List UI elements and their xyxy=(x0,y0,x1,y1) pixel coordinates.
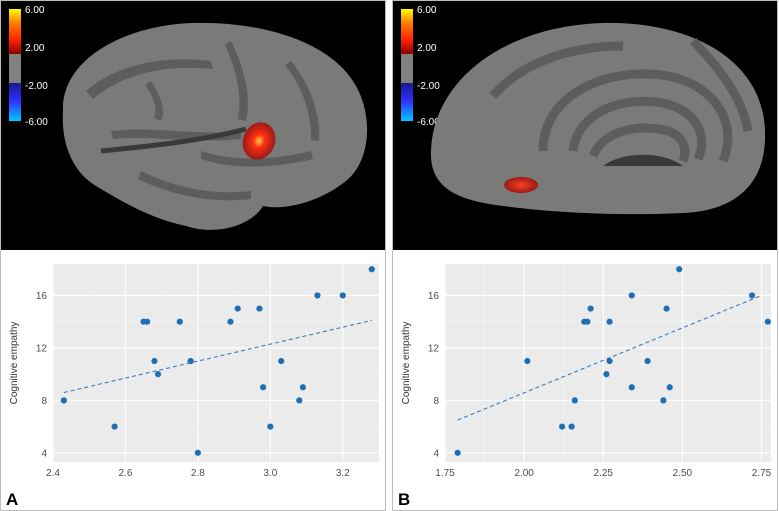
data-point xyxy=(234,305,241,312)
y-tick-label: 4 xyxy=(41,448,47,459)
data-point xyxy=(339,292,346,299)
data-point xyxy=(559,423,566,430)
x-tick-label: 3.2 xyxy=(336,468,350,479)
data-point xyxy=(299,384,307,391)
activation-cluster xyxy=(504,177,538,193)
y-tick-label: 12 xyxy=(36,343,48,354)
data-point xyxy=(194,449,201,456)
data-point xyxy=(663,305,670,312)
panel-a: 6.00 2.00 -2.00 -6.00 2.4 2.6 2.8 3.0 3.2 4 8 1… xyxy=(0,0,386,511)
data-point xyxy=(568,423,575,430)
cortex-surface xyxy=(430,22,766,215)
data-point xyxy=(584,318,591,325)
data-point xyxy=(606,318,613,325)
y-tick-label: 12 xyxy=(428,343,440,354)
x-tick-label: 2.25 xyxy=(594,468,614,479)
colorbar-label: -2.00 xyxy=(25,81,48,92)
data-point xyxy=(628,384,635,391)
x-tick-label: 2.4 xyxy=(46,468,60,479)
x-tick-label: 1.75 xyxy=(435,468,455,479)
colorbar-label: 6.00 xyxy=(417,5,437,16)
data-point xyxy=(606,357,613,365)
x-tick-label: 2.6 xyxy=(118,468,132,479)
data-point xyxy=(603,371,610,378)
data-point xyxy=(151,357,158,365)
data-point xyxy=(666,384,673,391)
data-point xyxy=(256,305,263,312)
data-point xyxy=(748,292,756,299)
brain-render-lateral: 6.00 2.00 -2.00 -6.00 xyxy=(1,1,385,250)
data-point xyxy=(296,397,303,404)
regression-line xyxy=(457,294,762,421)
data-point xyxy=(676,266,683,273)
data-point xyxy=(111,423,118,430)
data-point xyxy=(154,371,162,378)
y-axis-title: Cognitive empathy xyxy=(9,322,20,405)
activation-cluster xyxy=(242,122,276,160)
data-point xyxy=(587,305,594,312)
y-axis-title: Cognitive empathy xyxy=(401,322,412,405)
data-point xyxy=(764,318,771,325)
x-tick-label: 2.75 xyxy=(752,468,772,479)
panel-b: 6.00 2.00 -2.00 -6.00 1.75 2.00 2.25 2.50 2.… xyxy=(392,0,778,511)
panel-label-a: A xyxy=(6,490,19,509)
data-point xyxy=(644,357,651,365)
data-point xyxy=(454,449,461,456)
scatter-plot-a: 2.42.62.83.03.2481216Superior temporal c… xyxy=(9,264,379,479)
data-point xyxy=(259,384,267,391)
colorbar-label: 2.00 xyxy=(25,43,45,54)
data-point xyxy=(660,397,667,404)
scatter-plot-b: 1.752.002.252.502.75481216Lingual cortic… xyxy=(401,264,772,479)
data-point xyxy=(60,397,67,404)
colorbar-label: 6.00 xyxy=(25,5,45,16)
data-point xyxy=(628,292,635,299)
colorbar-label: -2.00 xyxy=(417,81,440,92)
data-point xyxy=(524,357,531,365)
colorbar-label: -6.00 xyxy=(25,117,48,128)
colorbar-label: 2.00 xyxy=(417,43,437,54)
data-point xyxy=(267,423,274,430)
y-tick-label: 8 xyxy=(41,396,47,407)
y-tick-label: 8 xyxy=(433,396,439,407)
data-point xyxy=(368,266,375,273)
data-point xyxy=(314,292,321,299)
data-point xyxy=(571,397,578,404)
colorbar xyxy=(9,9,21,121)
panel-label-b: B xyxy=(398,490,411,509)
data-point xyxy=(227,318,234,325)
brain-render-medial: 6.00 2.00 -2.00 -6.00 xyxy=(393,1,777,250)
sylvian-fissure xyxy=(100,126,247,154)
plot-area xyxy=(53,264,379,462)
x-tick-label: 2.00 xyxy=(514,468,534,479)
y-tick-label: 16 xyxy=(36,291,48,302)
sulci-pattern xyxy=(489,37,753,163)
x-tick-label: 2.50 xyxy=(673,468,693,479)
x-tick-label: 2.8 xyxy=(191,468,205,479)
data-point xyxy=(176,318,183,325)
colorbar-label: -6.00 xyxy=(417,117,440,128)
y-tick-label: 4 xyxy=(433,448,439,459)
data-point xyxy=(278,357,285,365)
colorbar xyxy=(401,9,413,121)
corpus-callosum xyxy=(603,154,683,166)
x-tick-label: 3.0 xyxy=(263,468,277,479)
regression-line xyxy=(63,319,372,394)
y-tick-label: 16 xyxy=(428,291,440,302)
data-point xyxy=(144,318,151,325)
data-point xyxy=(187,357,194,365)
